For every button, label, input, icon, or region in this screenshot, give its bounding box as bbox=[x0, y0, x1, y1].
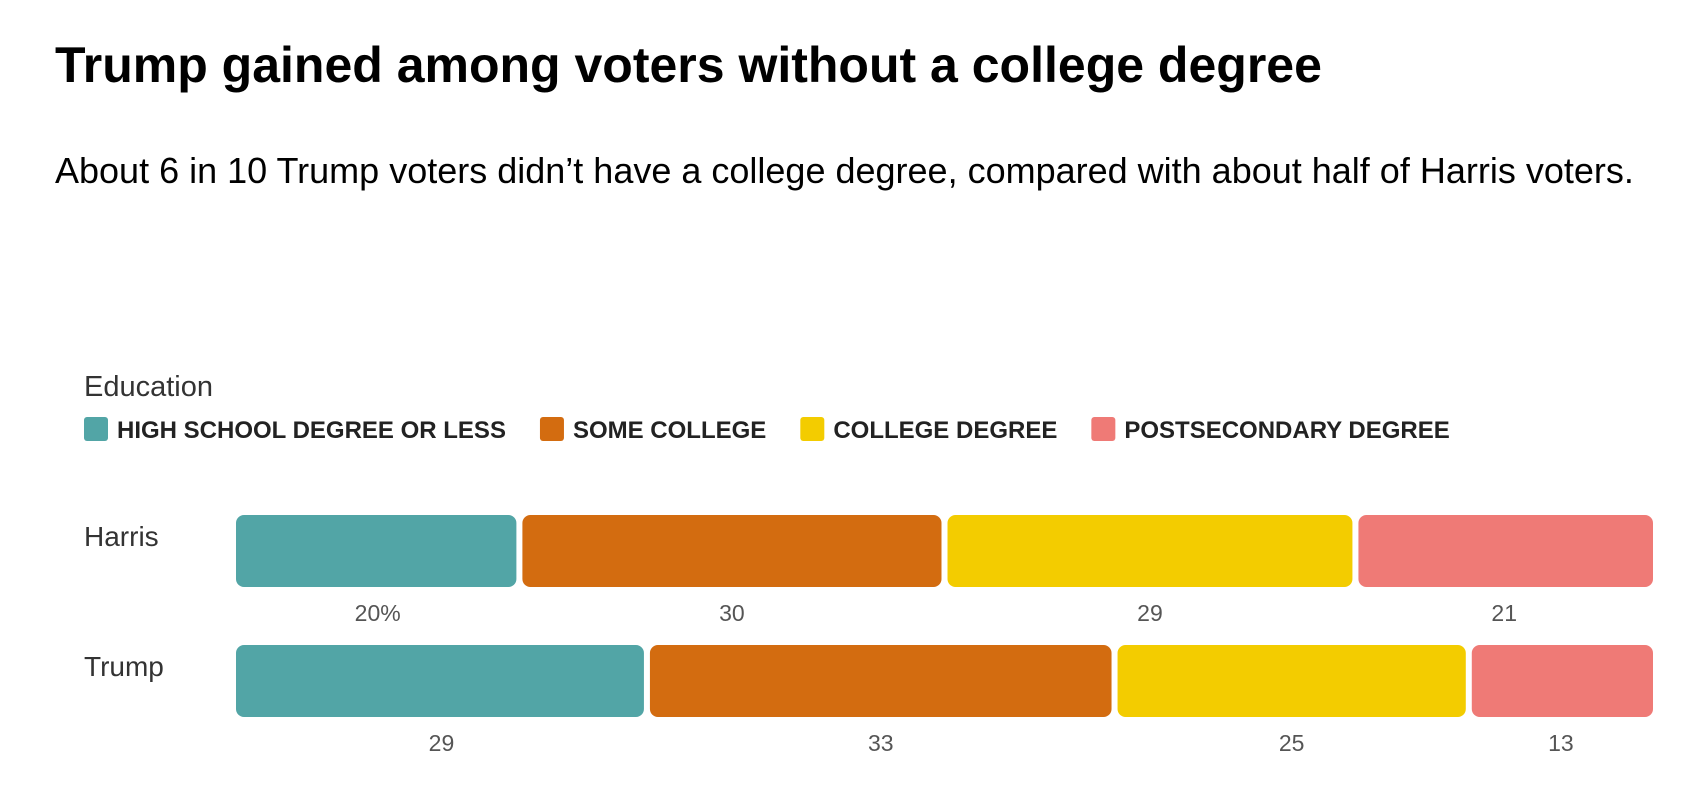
row-label: Trump bbox=[84, 651, 164, 682]
chart-plot-area: Harris 20% 30 29 21 Trump 29 33 25 13 bbox=[84, 515, 1653, 756]
legend-item-some-college: SOME COLLEGE bbox=[539, 417, 766, 444]
legend-label: SOME COLLEGE bbox=[573, 417, 766, 444]
bar-row-harris: Harris 20% 30 29 21 bbox=[84, 515, 1653, 626]
legend-label: POSTSECONDARY DEGREE bbox=[1124, 417, 1449, 444]
data-label: 33 bbox=[868, 730, 894, 756]
data-label: 13 bbox=[1548, 730, 1574, 756]
legend-swatch bbox=[800, 417, 825, 441]
legend: HIGH SCHOOL DEGREE OR LESS SOME COLLEGE CO… bbox=[84, 417, 1450, 444]
bar-segment-postsecondary-degree bbox=[1471, 645, 1653, 717]
data-label: 29 bbox=[1137, 600, 1163, 626]
bar-segment-high-school-degree-or-less bbox=[236, 645, 644, 717]
row-label: Harris bbox=[84, 521, 159, 552]
bar-segment-some-college bbox=[522, 515, 942, 587]
legend-label: HIGH SCHOOL DEGREE OR LESS bbox=[117, 417, 506, 444]
bar-segment-college-degree bbox=[947, 515, 1353, 587]
chart-subtitle: About 6 in 10 Trump voters didn’t have a… bbox=[55, 150, 1634, 191]
stacked-bar-chart: Education HIGH SCHOOL DEGREE OR LESS SOME… bbox=[84, 371, 1653, 756]
data-label: 25 bbox=[1279, 730, 1305, 756]
legend-item-college-degree: COLLEGE DEGREE bbox=[800, 417, 1057, 444]
legend-swatch bbox=[1091, 417, 1116, 441]
chart-title: Trump gained among voters without a coll… bbox=[55, 37, 1322, 93]
data-label: 29 bbox=[429, 730, 455, 756]
bar-segment-postsecondary-degree bbox=[1358, 515, 1653, 587]
legend-title: Education bbox=[84, 371, 213, 403]
bar-row-trump: Trump 29 33 25 13 bbox=[84, 645, 1653, 756]
bar-segment-high-school-degree-or-less bbox=[236, 515, 517, 587]
data-label: 20% bbox=[355, 600, 401, 626]
data-label: 30 bbox=[719, 600, 745, 626]
legend-swatch bbox=[539, 417, 564, 441]
legend-label: COLLEGE DEGREE bbox=[833, 417, 1057, 444]
bar-segment-college-degree bbox=[1117, 645, 1466, 717]
legend-item-postsecondary-degree: POSTSECONDARY DEGREE bbox=[1091, 417, 1450, 444]
data-label: 21 bbox=[1491, 600, 1517, 626]
bar-segment-some-college bbox=[649, 645, 1112, 717]
legend-swatch bbox=[84, 417, 108, 441]
legend-item-high-school-degree-or-less: HIGH SCHOOL DEGREE OR LESS bbox=[84, 417, 506, 444]
